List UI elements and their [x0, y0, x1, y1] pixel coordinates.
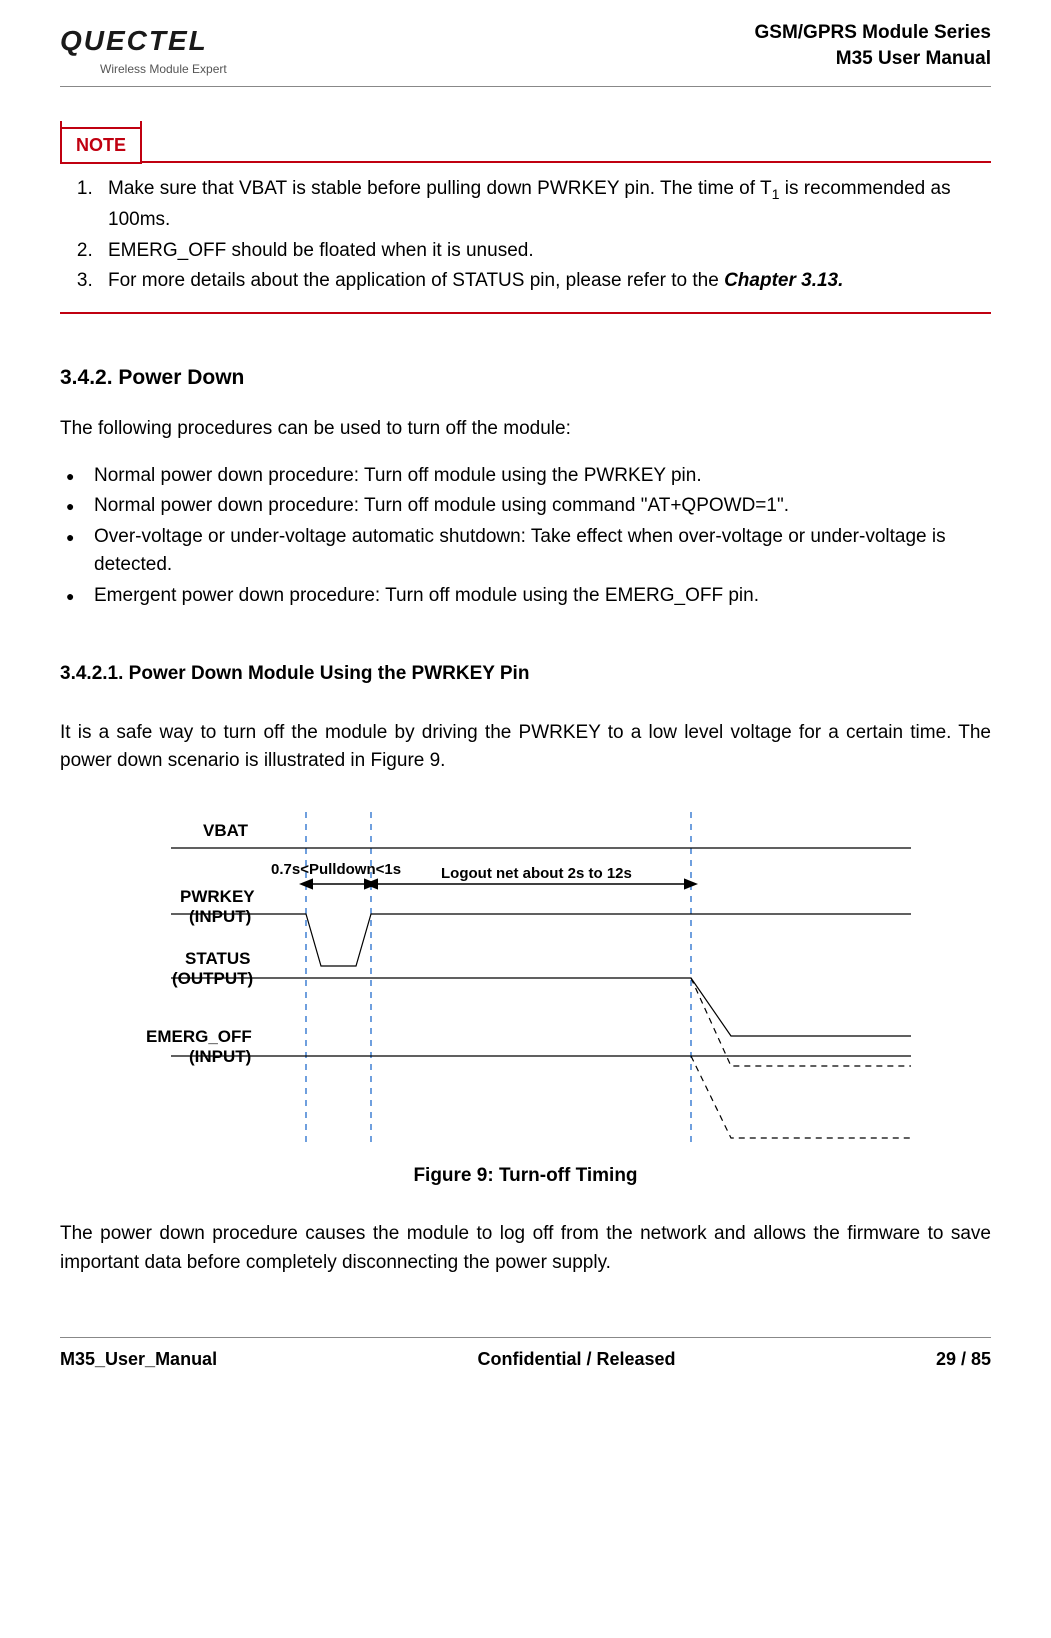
paragraph-1: It is a safe way to turn off the module … — [60, 719, 991, 776]
svg-text:Logout net about 2s to 12s: Logout net about 2s to 12s — [441, 865, 632, 882]
figure-9: VBATPWRKEY(INPUT)STATUS(OUTPUT)EMERG_OFF… — [60, 806, 991, 1191]
footer-center: Confidential / Released — [477, 1346, 675, 1373]
figure-caption: Figure 9: Turn-off Timing — [60, 1162, 991, 1191]
note-tab-wrap: NOTE — [60, 127, 991, 163]
bullet-item: Normal power down procedure: Turn off mo… — [94, 462, 991, 491]
svg-text:VBAT: VBAT — [203, 821, 249, 840]
page-footer: M35_User_Manual Confidential / Released … — [60, 1337, 991, 1373]
page-header: QUECTEL Wireless Module Expert GSM/GPRS … — [60, 20, 991, 87]
footer-right: 29 / 85 — [936, 1346, 991, 1373]
svg-text:(INPUT): (INPUT) — [189, 907, 251, 926]
note-item: EMERG_OFF should be floated when it is u… — [98, 237, 983, 266]
note-item: For more details about the application o… — [98, 267, 983, 296]
note-list: Make sure that VBAT is stable before pul… — [68, 175, 983, 296]
footer-left: M35_User_Manual — [60, 1346, 217, 1373]
bullet-item: Normal power down procedure: Turn off mo… — [94, 492, 991, 521]
note-item: Make sure that VBAT is stable before pul… — [98, 175, 983, 235]
note-box: Make sure that VBAT is stable before pul… — [60, 161, 991, 314]
svg-text:(INPUT): (INPUT) — [189, 1047, 251, 1066]
section-intro: The following procedures can be used to … — [60, 415, 991, 444]
logo-block: QUECTEL Wireless Module Expert — [60, 20, 227, 78]
svg-text:(OUTPUT): (OUTPUT) — [172, 969, 253, 988]
svg-text:STATUS: STATUS — [185, 949, 250, 968]
paragraph-2: The power down procedure causes the modu… — [60, 1220, 991, 1277]
timing-diagram: VBATPWRKEY(INPUT)STATUS(OUTPUT)EMERG_OFF… — [141, 806, 911, 1146]
bullet-item: Emergent power down procedure: Turn off … — [94, 582, 991, 611]
logo-text: QUECTEL — [60, 20, 227, 62]
svg-text:EMERG_OFF: EMERG_OFF — [146, 1027, 252, 1046]
logo-subtext: Wireless Module Expert — [100, 60, 227, 78]
bullet-item: Over-voltage or under-voltage automatic … — [94, 523, 991, 580]
subsection-heading: 3.4.2.1. Power Down Module Using the PWR… — [60, 660, 991, 689]
section-heading: 3.4.2. Power Down — [60, 362, 991, 394]
svg-text:0.7s<Pulldown<1s: 0.7s<Pulldown<1s — [271, 861, 401, 878]
doc-title-block: GSM/GPRS Module Series M35 User Manual — [755, 20, 992, 71]
doc-manual: M35 User Manual — [755, 46, 992, 72]
bullet-list: Normal power down procedure: Turn off mo… — [60, 462, 991, 611]
svg-text:PWRKEY: PWRKEY — [180, 887, 255, 906]
doc-series: GSM/GPRS Module Series — [755, 20, 992, 46]
note-tab: NOTE — [60, 127, 142, 164]
